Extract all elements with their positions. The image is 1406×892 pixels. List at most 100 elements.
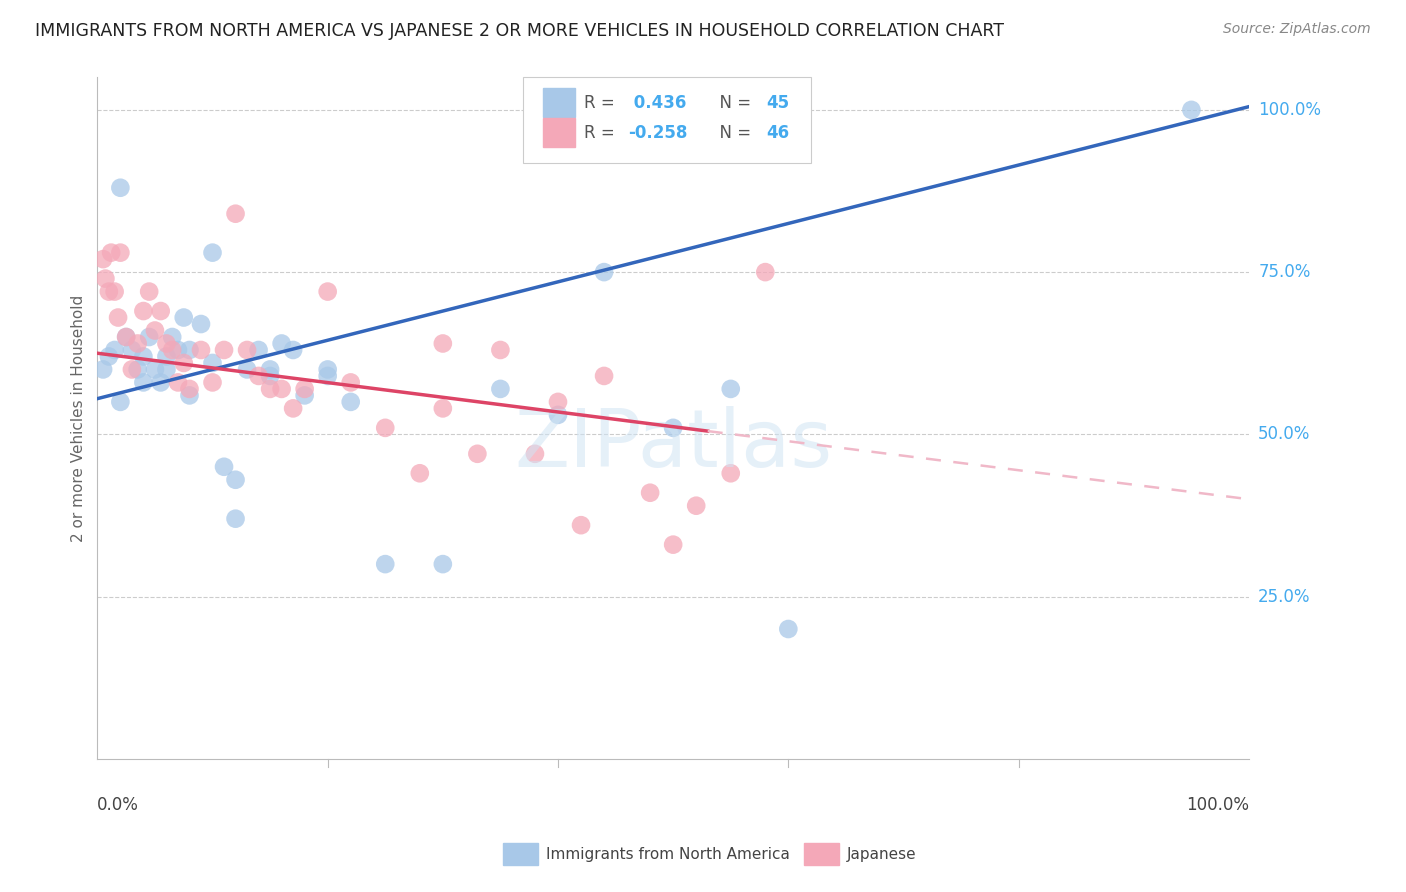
Point [167,376,190,390]
Point [720,467,742,481]
Point [432,401,454,416]
Point [467,447,489,461]
Point [201,245,224,260]
Point [1180,103,1202,117]
Point [132,350,155,364]
Point [685,499,707,513]
Point [173,356,195,370]
Point [110,245,132,260]
Point [259,362,281,376]
Point [149,304,172,318]
Point [121,343,143,357]
Point [212,343,235,357]
Point [374,421,396,435]
Point [662,538,685,552]
Point [155,336,177,351]
Point [115,330,138,344]
Text: N =: N = [709,94,756,112]
Point [132,304,155,318]
Point [160,330,183,344]
Point [281,343,304,357]
Point [201,376,224,390]
Point [107,310,129,325]
Point [236,362,259,376]
Point [236,343,259,357]
Text: ZIPatlas: ZIPatlas [515,407,832,484]
Point [179,388,201,402]
Point [97,350,120,364]
Point [593,368,616,383]
Text: 100.0%: 100.0% [1187,797,1249,814]
Point [225,473,247,487]
Point [179,382,201,396]
Point [489,343,512,357]
Point [104,285,127,299]
Point [281,401,304,416]
Point [638,485,661,500]
Point [121,362,143,376]
Point [720,382,742,396]
Point [115,330,138,344]
Point [127,362,149,376]
Point [316,362,339,376]
Point [374,557,396,571]
Point [593,265,616,279]
Point [138,330,160,344]
Point [432,557,454,571]
Text: Japanese: Japanese [846,847,917,862]
Point [143,362,166,376]
Point [225,511,247,525]
Point [94,271,117,285]
Point [547,395,569,409]
Text: 50.0%: 50.0% [1258,425,1310,443]
Point [190,343,212,357]
Point [339,395,361,409]
Point [270,336,292,351]
Point [155,362,177,376]
Y-axis label: 2 or more Vehicles in Household: 2 or more Vehicles in Household [72,294,86,541]
Point [225,207,247,221]
Text: R =: R = [585,124,620,142]
Text: -0.258: -0.258 [628,124,688,142]
Point [91,362,114,376]
Point [259,382,281,396]
FancyBboxPatch shape [543,88,575,117]
Point [91,252,114,267]
Point [247,343,270,357]
Point [270,382,292,396]
Point [339,376,361,390]
Point [294,382,316,396]
Text: Source: ZipAtlas.com: Source: ZipAtlas.com [1223,22,1371,37]
Point [132,376,155,390]
Point [100,245,122,260]
Point [179,343,201,357]
Point [247,368,270,383]
Point [409,467,432,481]
Point [432,336,454,351]
Text: 100.0%: 100.0% [1258,101,1322,119]
Point [754,265,776,279]
Point [662,421,685,435]
Text: 0.436: 0.436 [628,94,686,112]
Point [190,317,212,331]
Point [155,350,177,364]
Point [259,368,281,383]
Text: 75.0%: 75.0% [1258,263,1310,281]
FancyBboxPatch shape [523,78,811,162]
Text: Immigrants from North America: Immigrants from North America [546,847,789,862]
Point [127,336,149,351]
Point [778,622,800,636]
Point [149,376,172,390]
Point [569,518,592,533]
Point [489,382,512,396]
Text: IMMIGRANTS FROM NORTH AMERICA VS JAPANESE 2 OR MORE VEHICLES IN HOUSEHOLD CORREL: IMMIGRANTS FROM NORTH AMERICA VS JAPANES… [35,22,1004,40]
Text: 46: 46 [766,124,790,142]
Text: 25.0%: 25.0% [1258,588,1310,606]
Point [173,310,195,325]
Point [110,180,132,194]
Text: 45: 45 [766,94,790,112]
FancyBboxPatch shape [543,119,575,147]
Point [143,324,166,338]
Point [212,459,235,474]
Point [547,408,569,422]
